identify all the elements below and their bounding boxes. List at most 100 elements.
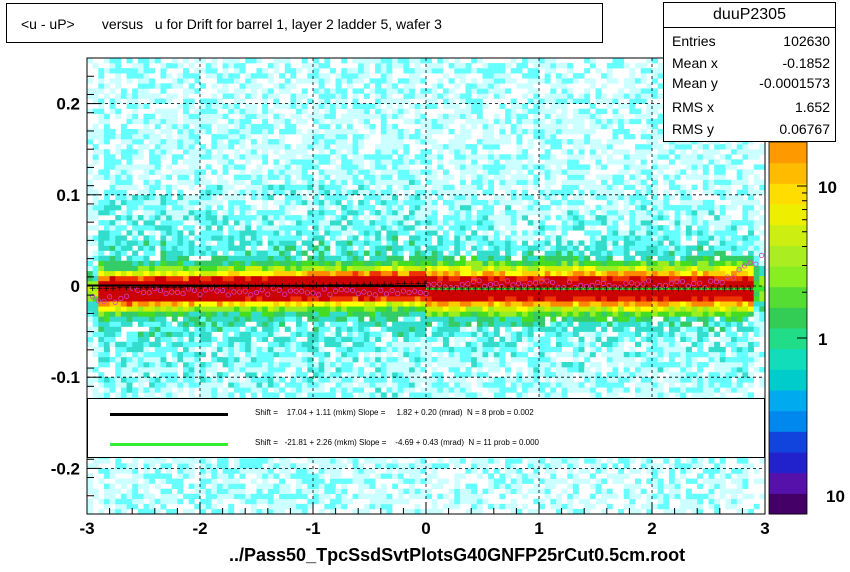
heatmap-cell [92,128,99,135]
heatmap-cell [183,159,189,165]
heatmap-cell [380,280,387,287]
heatmap-cell [437,463,444,469]
heatmap-cell [392,498,399,505]
heatmap-cell [273,149,280,155]
heatmap-cell [397,392,404,398]
heatmap-cell [188,225,195,231]
heatmap-cell [335,174,342,180]
heatmap-cell [459,164,466,170]
heatmap-cell [183,296,189,302]
heatmap-cell [397,488,404,495]
heatmap-cell [92,108,99,115]
heatmap-cell [375,321,382,327]
heatmap-cell [200,149,206,155]
heatmap-cell [120,88,127,94]
heatmap-cell [358,336,365,343]
heatmap-cell [239,230,246,236]
heatmap-cell [183,169,189,175]
heatmap-cell [222,478,229,484]
heatmap-cell [256,382,263,388]
heatmap-cell [177,326,184,332]
heatmap-cell [109,98,116,104]
heatmap-cell [459,331,466,337]
heatmap-cell [369,478,376,484]
heatmap-cell [307,377,314,383]
heatmap-cell [284,235,291,241]
heatmap-cell [476,321,483,327]
heatmap-cell [318,367,325,373]
heatmap-cell [296,326,302,332]
heatmap-cell [307,154,314,160]
heatmap-cell [307,73,314,79]
heatmap-cell [103,174,110,180]
heatmap-cell [346,326,353,332]
heatmap-cell [301,301,308,307]
heatmap-cell [426,387,432,393]
heatmap-cell [313,184,319,191]
heatmap-cell [431,392,438,398]
heatmap-cell [335,144,342,150]
heatmap-cell [403,118,410,125]
heatmap-cell [160,235,167,241]
heatmap-cell [160,144,167,150]
heatmap-cell [352,179,359,185]
heatmap-cell [296,245,302,251]
heatmap-cell [296,493,302,500]
heatmap-cell [329,311,336,317]
heatmap-cell [211,280,218,287]
heatmap-cell [205,488,212,495]
heatmap-cell [454,493,461,500]
heatmap-cell [126,356,133,363]
heatmap-cell [103,134,110,140]
heatmap-cell [166,291,173,297]
heatmap-cell [256,235,263,241]
heatmap-cell [307,296,314,302]
heatmap-cell [482,468,489,474]
heatmap-cell [194,341,201,348]
heatmap-cell [103,316,110,322]
heatmap-cell [103,341,110,348]
heatmap-cell [115,108,122,115]
heatmap-cell [437,113,444,120]
heatmap-cell [279,362,286,368]
heatmap-cell [363,63,370,69]
heatmap-cell [200,270,206,277]
heatmap-cell [188,144,195,150]
heatmap-cell [160,362,167,368]
heatmap-cell [222,194,229,201]
heatmap-cell [290,73,297,79]
heatmap-cell [363,118,370,125]
heatmap-cell [160,250,167,256]
heatmap-cell [454,220,461,226]
heatmap-cell [380,68,387,74]
heatmap-cell [476,362,483,368]
heatmap-cell [188,179,195,185]
heatmap-cell [301,88,308,94]
heatmap-cell [103,336,110,343]
heatmap-cell [290,240,297,246]
heatmap-cell [109,88,116,94]
heatmap-cell [132,270,139,277]
heatmap-cell [200,199,206,206]
heatmap-cell [329,270,336,277]
heatmap-cell [380,483,387,489]
heatmap-cell [318,255,325,261]
heatmap-cell [301,260,308,267]
heatmap-cell [307,346,314,353]
heatmap-cell [369,392,376,398]
heatmap-cell [352,134,359,140]
heatmap-cell [132,113,139,120]
heatmap-cell [166,382,173,388]
heatmap-cell [324,260,331,267]
heatmap-cell [171,118,178,125]
heatmap-cell [98,336,105,343]
heatmap-cell [239,367,246,373]
heatmap-cell [442,98,449,104]
heatmap-cell [239,245,246,251]
heatmap-cell [454,58,461,64]
heatmap-cell [228,93,235,99]
heatmap-cell [132,473,139,479]
heatmap-cell [273,321,280,327]
heatmap-cell [375,199,382,206]
heatmap-cell [126,362,133,368]
